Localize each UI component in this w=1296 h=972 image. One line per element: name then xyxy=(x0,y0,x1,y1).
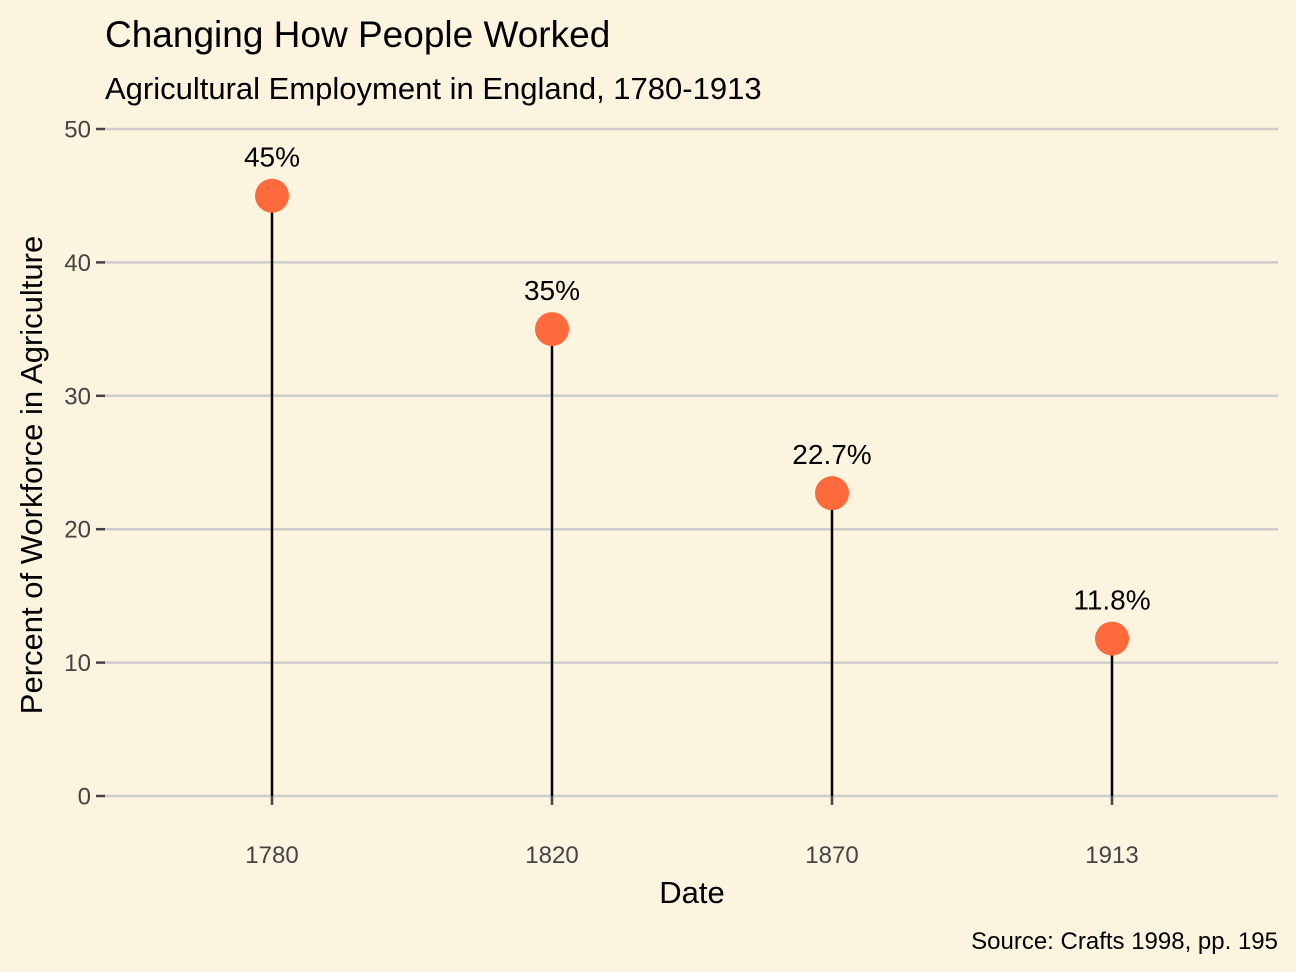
data-marks: 45% 35% 22.7% 11.8% xyxy=(244,142,1151,796)
x-tick-label: 1870 xyxy=(805,842,858,869)
data-label: 22.7% xyxy=(792,439,871,470)
y-tick-label: 40 xyxy=(64,250,91,277)
source-caption: Source: Crafts 1998, pp. 195 xyxy=(971,928,1278,955)
x-axis-title: Date xyxy=(659,875,724,910)
data-point xyxy=(535,312,569,347)
data-label: 35% xyxy=(524,275,580,306)
y-tick-label: 50 xyxy=(64,117,91,144)
chart-subtitle: Agricultural Employment in England, 1780… xyxy=(105,71,762,106)
data-label: 11.8% xyxy=(1073,585,1150,616)
chart-title: Changing How People Worked xyxy=(105,14,610,55)
data-point xyxy=(1095,621,1129,656)
x-tick-label: 1820 xyxy=(525,842,578,869)
y-tick-label: 0 xyxy=(78,784,91,811)
data-point xyxy=(815,476,849,511)
y-axis: 0 10 20 30 40 50 xyxy=(64,117,105,811)
x-tick-label: 1913 xyxy=(1085,842,1138,869)
data-point xyxy=(255,178,289,213)
y-tick-label: 20 xyxy=(64,517,91,544)
data-label: 45% xyxy=(244,142,300,173)
x-axis: 1780 1820 1870 1913 xyxy=(245,796,1139,869)
x-tick-label: 1780 xyxy=(245,842,298,869)
y-axis-title: Percent of Workforce in Agriculture xyxy=(14,236,49,714)
y-tick-label: 10 xyxy=(64,650,91,677)
y-tick-label: 30 xyxy=(64,383,91,410)
gridlines xyxy=(105,127,1278,798)
